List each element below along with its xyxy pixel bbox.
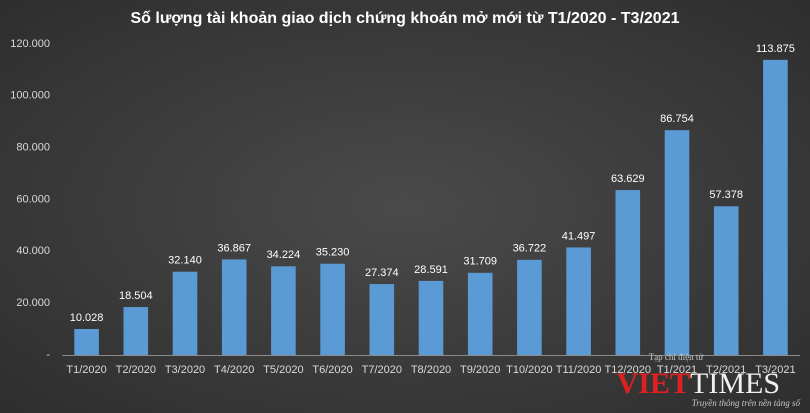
bar [418,280,444,355]
bar [615,190,641,355]
bar [664,130,690,355]
x-tick-label: T4/2020 [214,364,254,376]
x-tick-label: T2/2021 [706,364,746,376]
x-tick-label: T9/2020 [460,364,500,376]
data-label: 41.497 [562,230,596,242]
x-tick-label: T11/2020 [556,364,602,376]
data-label: 10.028 [70,312,104,324]
data-label: 35.230 [316,247,350,259]
bar [221,259,247,355]
x-tick-label: T7/2020 [362,364,402,376]
bar [74,329,99,355]
data-label: 57.378 [709,189,743,201]
data-label: 31.709 [463,256,497,268]
data-label: 18.504 [119,290,153,302]
x-tick-label: T8/2020 [411,364,451,376]
y-tick-label: 120.000 [10,38,50,50]
data-label: 63.629 [611,173,645,185]
bar [271,266,296,355]
data-label: 36.867 [217,242,251,254]
x-tick-label: T3/2020 [165,364,205,376]
watermark-brand: TIMES [690,367,780,400]
y-tick-label: 60.000 [16,193,50,205]
x-tick-label: T6/2020 [312,364,352,376]
bar [517,259,542,355]
y-tick-label: 20.000 [16,297,50,309]
y-tick-label: 40.000 [16,245,50,257]
bar [320,263,345,355]
bar [369,284,395,355]
x-tick-label: T10/2020 [506,364,552,376]
x-tick-label: T2/2020 [116,364,156,376]
chart-title: Số lượng tài khoản giao dịch chứng khoán… [131,10,680,27]
bar [713,206,739,355]
watermark-tagline: Truyền thông trên nền tảng số [692,398,802,408]
x-tick-label: T12/2020 [605,364,651,376]
bar [467,272,493,355]
watermark-tagline: Tạp chí điện tử [649,352,705,362]
y-tick-label: 80.000 [16,142,50,154]
bar [566,247,591,355]
data-label: 28.591 [414,264,448,276]
data-label: 36.722 [513,243,547,255]
data-label: 113.875 [756,43,795,55]
data-label: 86.754 [660,113,694,125]
bar [172,271,198,355]
data-label: 32.140 [168,255,202,267]
x-tick-label: T1/2021 [657,364,697,376]
y-tick-label: 100.000 [10,90,50,102]
x-tick-label: T1/2020 [66,364,106,376]
watermark: Tạp chí điện tử VIET TIMES Truyền thông … [617,352,802,408]
bar [763,59,788,355]
x-tick-label: T5/2020 [263,364,303,376]
x-tick-label: T3/2021 [755,364,795,376]
bar [123,307,149,355]
watermark-brand: VIET [617,367,690,400]
data-label: 34.224 [267,249,301,261]
data-label: 27.374 [365,267,399,279]
y-tick-label: - [46,349,50,361]
